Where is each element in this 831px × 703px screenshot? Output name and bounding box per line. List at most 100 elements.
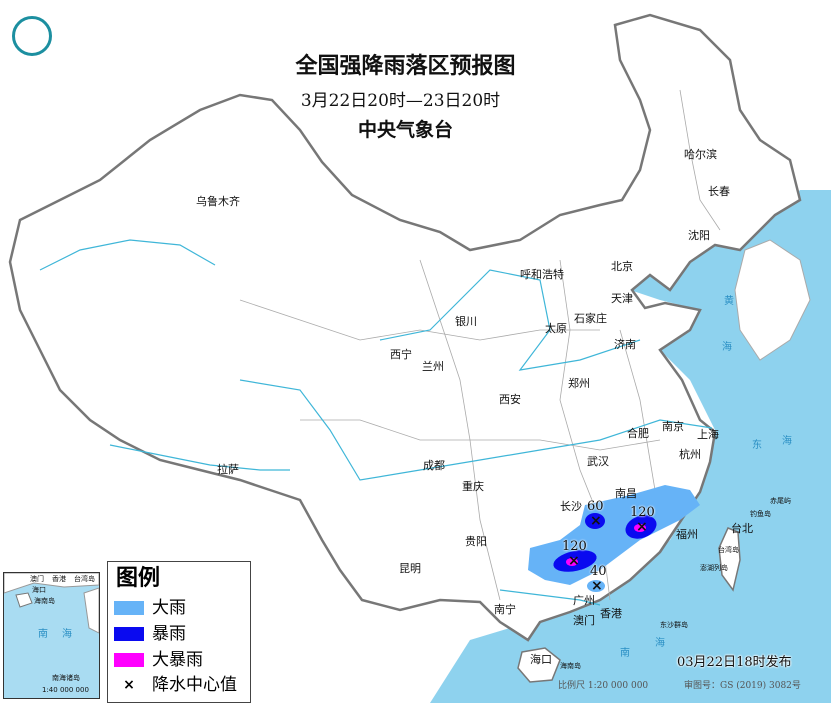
legend-item-torrential-rain: 大暴雨 — [114, 649, 203, 671]
pearl-river — [499, 589, 601, 606]
legend-label: 降水中心值 — [152, 675, 237, 695]
city-label: 武汉 — [587, 455, 609, 468]
legend-label: 暴雨 — [152, 624, 186, 644]
legend-item-rain-center: × 降水中心值 — [114, 674, 237, 696]
rainstorm-area — [585, 513, 605, 529]
city-label: 哈尔滨 — [684, 148, 717, 161]
sea-label: 黄 — [724, 296, 734, 307]
island-label: 海南岛 — [560, 662, 581, 670]
issuer: 中央气象台 — [357, 119, 453, 141]
city-label: 广州 — [573, 594, 595, 607]
legend-label: 大雨 — [152, 598, 186, 618]
rain-center-value: 120 — [562, 539, 587, 554]
inset-label: 南 — [38, 629, 48, 640]
inset-label: 香港 — [52, 575, 66, 583]
city-label: 天津 — [611, 292, 633, 305]
city-label: 太原 — [545, 322, 567, 335]
map-title: 全国强降雨落区预报图 — [295, 54, 516, 79]
yarlung-river — [109, 444, 290, 471]
rain-center-marker: × — [591, 578, 603, 594]
city-label: 海口 — [530, 653, 552, 666]
yellow-river — [379, 269, 641, 371]
legend-swatch — [114, 627, 144, 641]
city-label: 石家庄 — [574, 312, 607, 325]
city-label: 南京 — [662, 420, 684, 433]
publish-time: 03月22日18时发布 — [677, 655, 792, 670]
city-label: 乌鲁木齐 — [196, 195, 240, 208]
city-label: 合肥 — [627, 427, 649, 440]
city-label: 济南 — [614, 338, 636, 351]
forecast-period: 3月22日20时—23日20时 — [300, 91, 501, 111]
city-label: 昆明 — [399, 562, 421, 575]
map-approval-number: 审图号：GS (2019) 3082号 — [684, 681, 801, 691]
city-label: 长沙 — [560, 500, 582, 513]
city-label: 西安 — [499, 393, 521, 406]
city-label: 西宁 — [390, 348, 412, 361]
heavy-rain-area-small — [587, 580, 605, 592]
torrential-rain-area — [634, 524, 646, 532]
legend-label: 大暴雨 — [152, 650, 203, 670]
inset-label: 澳门 — [30, 575, 44, 583]
island-label: 澎湖列岛 — [700, 564, 728, 572]
legend-title: 图例 — [116, 566, 161, 591]
sea-label: 南 — [620, 648, 630, 659]
sea-label: 海 — [782, 436, 792, 447]
legend-item-heavy-rain: 大雨 — [114, 597, 186, 619]
korea-japan-land — [734, 239, 811, 361]
hainan-island — [517, 647, 561, 683]
city-label: 兰州 — [422, 360, 444, 373]
city-label: 重庆 — [462, 480, 484, 493]
map-scale: 比例尺 1:20 000 000 — [558, 681, 649, 691]
sea-label: 东 — [752, 440, 762, 451]
island-label: 赤尾屿 — [770, 497, 791, 505]
island-label: 钓鱼岛 — [750, 510, 771, 518]
legend: 图例 大雨 暴雨 大暴雨 × 降水中心值 — [107, 561, 251, 703]
sea-label: 海 — [722, 342, 732, 353]
inset-scale: 1:40 000 000 — [42, 686, 89, 694]
city-label: 杭州 — [679, 448, 701, 461]
city-label: 南昌 — [615, 487, 637, 500]
city-label: 银川 — [455, 315, 477, 328]
yangtze-river — [239, 379, 713, 481]
taiwan-island — [718, 527, 741, 592]
legend-swatch — [114, 601, 144, 615]
city-label: 贵阳 — [465, 535, 487, 548]
city-label: 澳门 — [573, 614, 595, 627]
city-label: 南宁 — [494, 603, 516, 616]
south-china-sea-inset: 澳门 香港 台湾岛 海口 海南岛 南 海 南海诸岛 1:40 000 000 — [3, 572, 100, 699]
inset-label: 海口 — [32, 586, 46, 594]
city-label: 台北 — [731, 522, 753, 535]
sea-label: 海 — [655, 638, 665, 649]
rain-areas — [528, 485, 700, 592]
legend-item-rainstorm: 暴雨 — [114, 623, 186, 645]
city-label: 北京 — [611, 260, 633, 273]
island-label: 东沙群岛 — [660, 621, 688, 629]
rivers — [39, 239, 713, 606]
inset-label: 台湾岛 — [74, 575, 95, 583]
city-label: 福州 — [676, 528, 698, 541]
city-label: 长春 — [708, 185, 730, 198]
rain-center-value: 60 — [587, 499, 604, 514]
china-outline — [8, 13, 802, 642]
city-label: 沈阳 — [688, 229, 710, 242]
city-label: 成都 — [423, 459, 445, 472]
cma-logo — [12, 16, 52, 56]
tarim-river — [39, 239, 216, 271]
city-label: 香港 — [600, 607, 622, 620]
island-label: 台湾岛 — [718, 546, 739, 554]
legend-swatch — [114, 653, 144, 667]
rain-center-marker: × — [568, 553, 580, 569]
city-label: 郑州 — [568, 377, 590, 390]
torrential-rain-area — [566, 558, 578, 566]
city-label: 呼和浩特 — [520, 268, 564, 281]
rain-center-value: 120 — [630, 505, 655, 520]
rain-center-value: 40 — [590, 564, 607, 579]
rain-center-marker: × — [590, 513, 602, 529]
inset-label: 海 — [62, 629, 72, 640]
city-label: 拉萨 — [217, 463, 239, 476]
rain-center-marker: × — [636, 519, 648, 535]
inset-label: 南海诸岛 — [52, 674, 80, 682]
city-label: 上海 — [697, 428, 719, 441]
cross-icon: × — [123, 677, 135, 693]
inset-label: 海南岛 — [34, 597, 55, 605]
